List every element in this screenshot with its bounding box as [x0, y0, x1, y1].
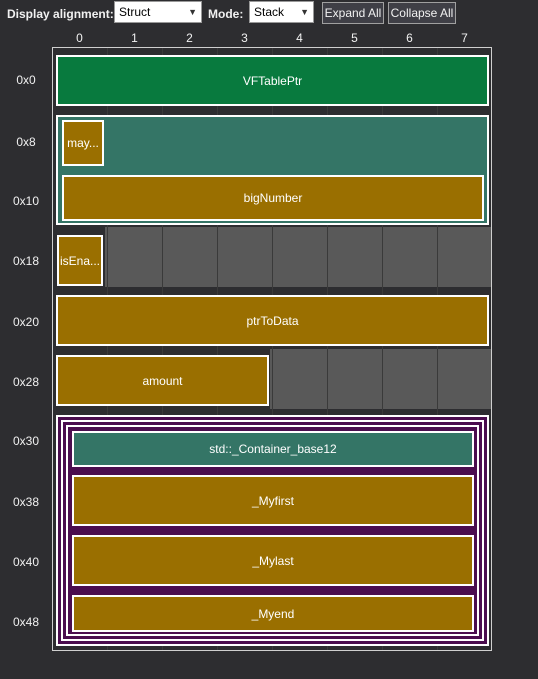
- layout-frame: [52, 47, 492, 651]
- row-offset-label: 0x48: [12, 615, 40, 629]
- mode-select[interactable]: Stack ▼: [249, 1, 314, 23]
- padding-region: [270, 349, 491, 409]
- column-header: 5: [351, 31, 358, 45]
- column-separator: [437, 48, 438, 650]
- row-offset-label: 0x8: [16, 135, 36, 149]
- row-offset-label: 0x18: [12, 254, 40, 268]
- field-container-base12[interactable]: std::_Container_base12: [72, 431, 474, 467]
- vector-inner-border: [66, 425, 479, 636]
- column-header: 2: [186, 31, 193, 45]
- mode-value: Stack: [254, 5, 285, 19]
- display-alignment-value: Struct: [119, 5, 151, 19]
- column-separator: [327, 48, 328, 650]
- column-header: 4: [296, 31, 303, 45]
- padding-region: [105, 227, 491, 287]
- row-offset-label: 0x0: [16, 73, 36, 87]
- collapse-all-button[interactable]: Collapse All: [388, 2, 456, 24]
- column-separator: [107, 48, 108, 650]
- memory-layout-grid: 0 1 2 3 4 5 6 7 0x0 0x8 0x10 0x18 0x20 0…: [0, 27, 538, 679]
- column-header: 0: [76, 31, 83, 45]
- field-mylast[interactable]: _Mylast: [72, 535, 474, 586]
- field-ptrtodata[interactable]: ptrToData: [56, 295, 489, 346]
- column-separator: [217, 48, 218, 650]
- row-offset-label: 0x28: [12, 375, 40, 389]
- column-separator: [162, 48, 163, 650]
- column-separator: [272, 48, 273, 650]
- column-header: 1: [131, 31, 138, 45]
- mode-label: Mode:: [208, 7, 244, 21]
- row-offset-label: 0x10: [12, 194, 40, 208]
- column-header: 3: [241, 31, 248, 45]
- field-isena[interactable]: isEna...: [57, 235, 103, 286]
- field-bignumber[interactable]: bigNumber: [62, 175, 484, 221]
- toolbar: Display alignment: Struct ▼ Mode: Stack …: [0, 0, 538, 27]
- expand-all-button[interactable]: Expand All: [322, 2, 384, 24]
- chevron-down-icon: ▼: [188, 7, 197, 17]
- column-header: 6: [406, 31, 413, 45]
- vector-inner-border: [61, 420, 484, 641]
- field-may[interactable]: may...: [62, 120, 104, 166]
- field-vftableptr[interactable]: VFTablePtr: [56, 55, 489, 106]
- field-amount[interactable]: amount: [56, 355, 269, 406]
- chevron-down-icon: ▼: [300, 7, 309, 17]
- display-alignment-label: Display alignment:: [7, 7, 114, 21]
- row-offset-label: 0x20: [12, 315, 40, 329]
- field-myend[interactable]: _Myend: [72, 595, 474, 632]
- row-offset-label: 0x40: [12, 555, 40, 569]
- display-alignment-select[interactable]: Struct ▼: [114, 1, 202, 23]
- column-separator: [382, 48, 383, 650]
- column-header: 7: [461, 31, 468, 45]
- field-myfirst[interactable]: _Myfirst: [72, 475, 474, 526]
- row-offset-label: 0x38: [12, 495, 40, 509]
- row-offset-label: 0x30: [12, 434, 40, 448]
